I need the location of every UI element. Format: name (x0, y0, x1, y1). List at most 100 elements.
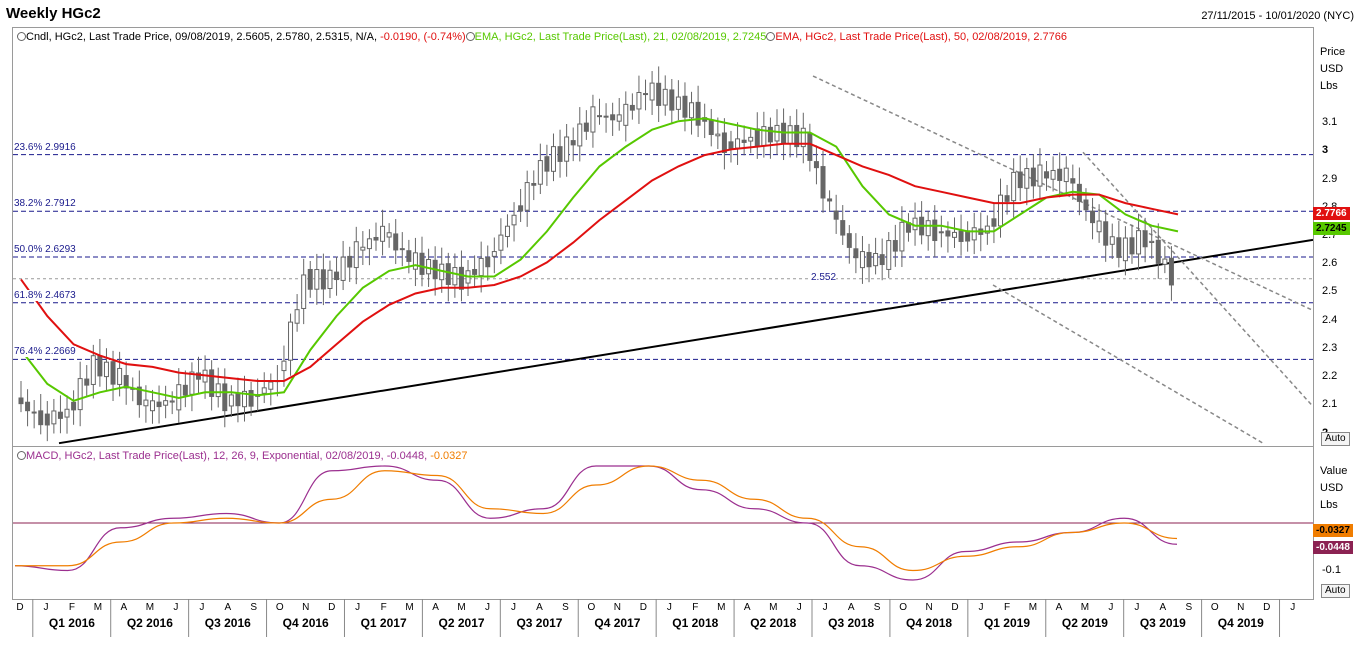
candle-body (656, 82, 662, 106)
candle-body (682, 95, 688, 118)
month-label: M (94, 602, 102, 613)
trend-line (58, 238, 1313, 445)
month-label: N (1237, 602, 1244, 613)
macd-auto-button[interactable]: Auto (1321, 584, 1350, 598)
month-label: F (1004, 602, 1010, 613)
candle-body (1136, 230, 1142, 255)
price-chart-svg (13, 66, 1313, 445)
macd-chart-svg (13, 465, 1313, 581)
quarter-label: Q1 2019 (984, 616, 1030, 630)
candle-body (380, 225, 386, 242)
candle-body (84, 378, 90, 386)
candle-body (531, 183, 537, 186)
month-label: F (69, 602, 75, 613)
candle-body (195, 372, 201, 380)
candle-body (518, 205, 524, 212)
axis-title-line: Lbs (1320, 80, 1338, 92)
candle-body (71, 401, 77, 411)
candle-body (156, 401, 162, 408)
candle-body (399, 248, 405, 251)
price-auto-button[interactable]: Auto (1321, 432, 1350, 446)
candle-body (288, 321, 294, 361)
candle-body (504, 225, 510, 237)
candle-body (813, 161, 819, 169)
candle-body (373, 236, 379, 241)
candle-body (386, 232, 392, 238)
candle-body (31, 411, 37, 414)
candle-body (524, 182, 530, 211)
candle-body (478, 257, 484, 277)
candle-body (807, 133, 813, 161)
ema21-price-tag: 2.7245 (1313, 222, 1350, 236)
month-label: D (640, 602, 647, 613)
candle-body (18, 397, 24, 405)
candle-body (971, 227, 977, 241)
candle-body (491, 251, 497, 257)
candle-body (583, 122, 589, 132)
date-range: 27/11/2015 - 10/01/2020 (NYC) (1201, 10, 1354, 22)
legend-ema50-text: EMA, HGc2, Last Trade Price(Last), 50, 0… (775, 31, 1068, 43)
axis-title-line: USD (1320, 63, 1344, 75)
channel-inner-line (1082, 151, 1313, 407)
legend-ema21-text: EMA, HGc2, Last Trade Price(Last), 21, 0… (474, 31, 767, 43)
month-label: J (173, 602, 178, 613)
candle-body (169, 400, 175, 403)
quarter-label: Q1 2018 (672, 616, 718, 630)
axis-title-line: Price (1320, 46, 1346, 58)
candle-body (754, 128, 760, 147)
fib-label: 76.4% 2.2669 (14, 346, 76, 358)
month-label: M (405, 602, 413, 613)
fib-label: 38.2% 2.7912 (14, 198, 76, 210)
candle-body (64, 408, 70, 418)
month-label: F (381, 602, 387, 613)
candle-body (991, 218, 997, 227)
candle-body (90, 355, 96, 385)
month-label: A (121, 602, 128, 613)
candle-body (938, 231, 944, 234)
month-label: A (224, 602, 231, 613)
price-axis-tick: 2.5 (1322, 285, 1338, 298)
price-axis-tick: 2.2 (1322, 370, 1338, 383)
candle-body (44, 413, 50, 426)
macd-axis-tick: -0.1 (1322, 564, 1341, 576)
candle-body (163, 400, 169, 406)
signal-line (14, 465, 1178, 572)
month-label: M (769, 602, 777, 613)
macd-pane[interactable]: MACD, HGc2, Last Trade Price(Last), 12, … (12, 446, 1314, 600)
candle-body (879, 254, 885, 266)
candle-body (616, 114, 622, 122)
candle-body (327, 269, 333, 289)
candle-body (1037, 164, 1043, 187)
candle-body (77, 378, 83, 411)
month-label: J (1290, 602, 1295, 613)
candle-body (597, 115, 602, 118)
candle-body (334, 271, 340, 281)
candle-body (577, 123, 583, 147)
candle-body (1063, 167, 1069, 183)
candle-body (800, 127, 806, 148)
candle-body (728, 141, 734, 150)
annotation-label: 2.552 (811, 271, 837, 283)
quarter-label: Q3 2019 (1140, 616, 1186, 630)
axis-title-line: Value (1320, 465, 1348, 477)
ema50-price-tag: 2.7766 (1313, 207, 1350, 221)
candle-body (51, 410, 57, 425)
candle-body (406, 250, 412, 262)
ema21-line (20, 117, 1179, 402)
candle-body (222, 383, 228, 412)
candle-body (149, 400, 155, 412)
candle-body (117, 367, 123, 385)
chart-title: Weekly HGc2 (6, 5, 101, 22)
candle-body (123, 375, 129, 389)
candle-body (564, 136, 570, 162)
candle-body (1011, 171, 1017, 202)
month-label: O (899, 602, 907, 613)
quarter-label: Q4 2018 (906, 616, 952, 630)
candle-body (951, 231, 957, 238)
candle-body (189, 371, 195, 395)
price-pane[interactable]: Cndl, HGc2, Last Trade Price, 09/08/2019… (12, 27, 1314, 447)
candle-body (840, 220, 846, 236)
month-label: D (16, 602, 23, 613)
quarter-label: Q3 2017 (516, 616, 562, 630)
